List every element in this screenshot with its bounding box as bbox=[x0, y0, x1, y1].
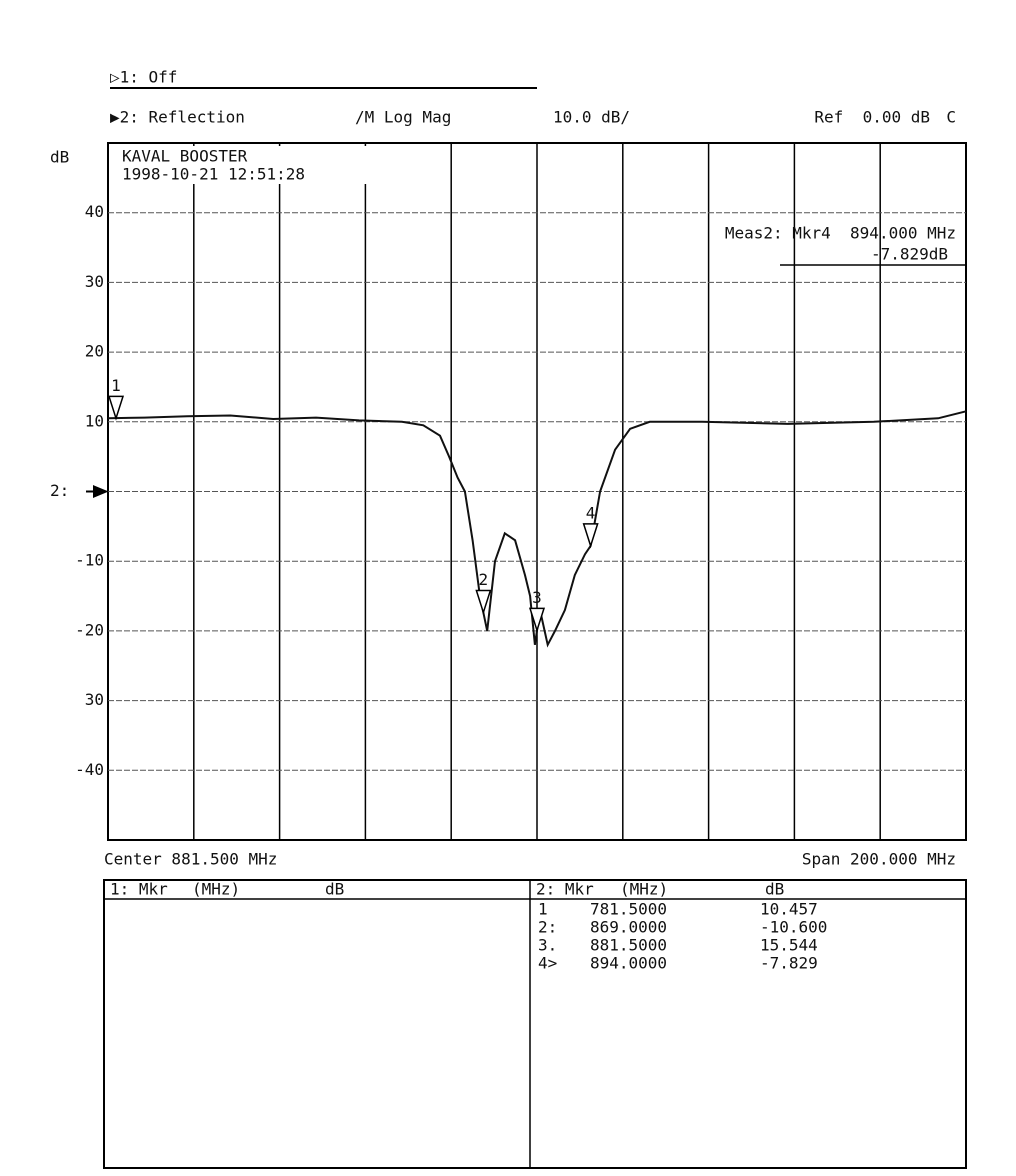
trace bbox=[107, 410, 967, 648]
y-unit: dB bbox=[50, 148, 69, 167]
scale: 10.0 dB/ bbox=[553, 108, 630, 127]
marker-cell: 10.457 bbox=[760, 900, 818, 919]
marker-label: 1 bbox=[111, 376, 121, 395]
marker-triangle bbox=[475, 589, 492, 615]
marker-cell: 2: bbox=[538, 918, 557, 937]
marker-cell: 781.5000 bbox=[590, 900, 667, 919]
ch2-col-freq: (MHz) bbox=[620, 880, 668, 899]
ch1-col-db: dB bbox=[325, 880, 344, 899]
y-tick-label: 10 bbox=[85, 411, 104, 430]
marker-label: 2 bbox=[479, 570, 489, 589]
marker-triangle bbox=[528, 607, 546, 633]
marker-cell: 15.544 bbox=[760, 936, 818, 955]
span: Span 200.000 MHz bbox=[802, 850, 956, 869]
marker-label: 4 bbox=[586, 503, 596, 522]
ch1-col-mkr: 1: Mkr bbox=[110, 880, 168, 899]
y-tick-label: -10 bbox=[75, 551, 104, 570]
y-tick-label: 30 bbox=[85, 690, 104, 709]
marker-readout: Meas2: Mkr4 894.000 MHz bbox=[725, 224, 956, 243]
ch2-col-db: dB bbox=[765, 880, 784, 899]
marker-rows: 1 781.5000 10.457 2: 869.0000 -10.600 3. 881.50… bbox=[538, 900, 827, 973]
flag: C bbox=[946, 108, 956, 127]
marker-cell: 869.0000 bbox=[590, 918, 667, 937]
marker-readout-value: -7.829dB bbox=[871, 245, 948, 264]
marker-table-frame bbox=[103, 879, 967, 1169]
marker-label: 3 bbox=[532, 588, 542, 607]
y-tick-label: -20 bbox=[75, 620, 104, 639]
y-tick-label: 20 bbox=[85, 342, 104, 361]
device-title: KAVAL BOOSTER bbox=[122, 147, 248, 166]
title-backdrop bbox=[110, 146, 368, 184]
trace-layer: 1 2 3 4 bbox=[107, 376, 967, 648]
y-tick-label: 2: bbox=[50, 481, 69, 500]
ch2-col-mkr: 2: Mkr bbox=[536, 880, 594, 899]
marker-cell: -10.600 bbox=[760, 918, 827, 937]
grid: 40 30 20 10 2: -10 -20 30 -40 bbox=[50, 143, 967, 840]
marker-cell: 3. bbox=[538, 936, 557, 955]
ch1-col-freq: (MHz) bbox=[192, 880, 240, 899]
timestamp: 1998-10-21 12:51:28 bbox=[122, 165, 305, 184]
y-tick-label: 30 bbox=[85, 272, 104, 291]
marker-cell: 4> bbox=[538, 954, 557, 973]
channel2-status: ▶2: Reflection bbox=[110, 108, 245, 127]
reference: Ref 0.00 dB bbox=[814, 108, 930, 127]
marker-cell: 1 bbox=[538, 900, 548, 919]
center-frequency: Center 881.500 MHz bbox=[104, 850, 277, 869]
channel1-status: ▷1: Off bbox=[110, 68, 177, 87]
reference-arrow bbox=[86, 485, 109, 498]
marker-triangle bbox=[107, 395, 125, 421]
format: /M Log Mag bbox=[355, 108, 451, 127]
marker-cell: 881.5000 bbox=[590, 936, 667, 955]
y-tick-label: -40 bbox=[75, 760, 104, 779]
marker-triangle bbox=[582, 523, 599, 549]
marker-cell: 894.0000 bbox=[590, 954, 667, 973]
marker-cell: -7.829 bbox=[760, 954, 818, 973]
y-tick-label: 40 bbox=[85, 202, 104, 221]
